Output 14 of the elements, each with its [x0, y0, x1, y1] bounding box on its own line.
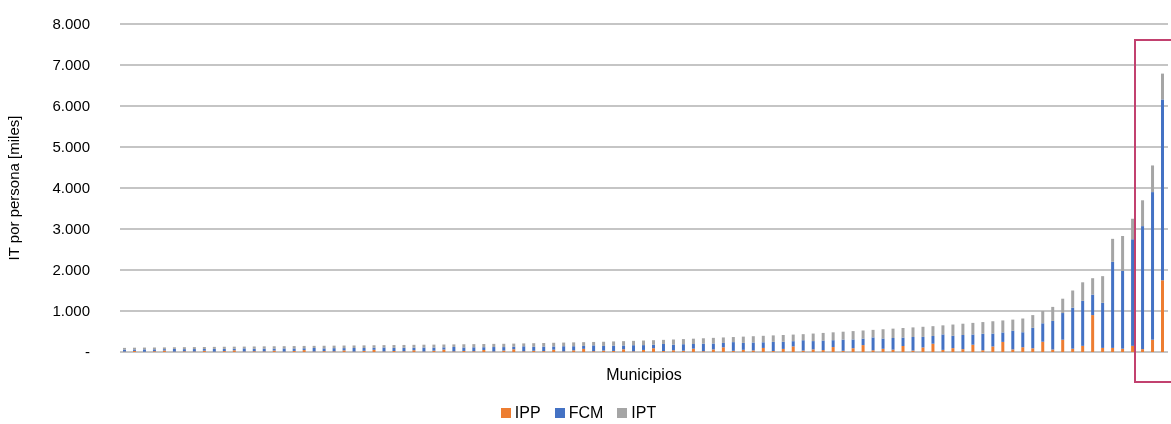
y-tick-label: 2.000: [52, 261, 90, 279]
y-tick-label: 6.000: [52, 97, 90, 115]
y-tick-label: 7.000: [52, 56, 90, 74]
x-axis-title: Municipios: [605, 366, 683, 384]
y-tick-label: 1.000: [52, 302, 90, 320]
legend-label: IPT: [631, 404, 657, 422]
y-tick-label: 4.000: [52, 179, 90, 197]
legend-label: IPP: [514, 404, 541, 422]
y-axis-title: IT por persona [miles]: [5, 115, 23, 261]
y-tick-label: 3.000: [52, 220, 90, 238]
y-tick-label: 8.000: [52, 15, 90, 33]
y-tick-label: -: [85, 343, 90, 361]
y-tick-label: 5.000: [52, 138, 90, 156]
legend-label: FCM: [568, 404, 604, 422]
